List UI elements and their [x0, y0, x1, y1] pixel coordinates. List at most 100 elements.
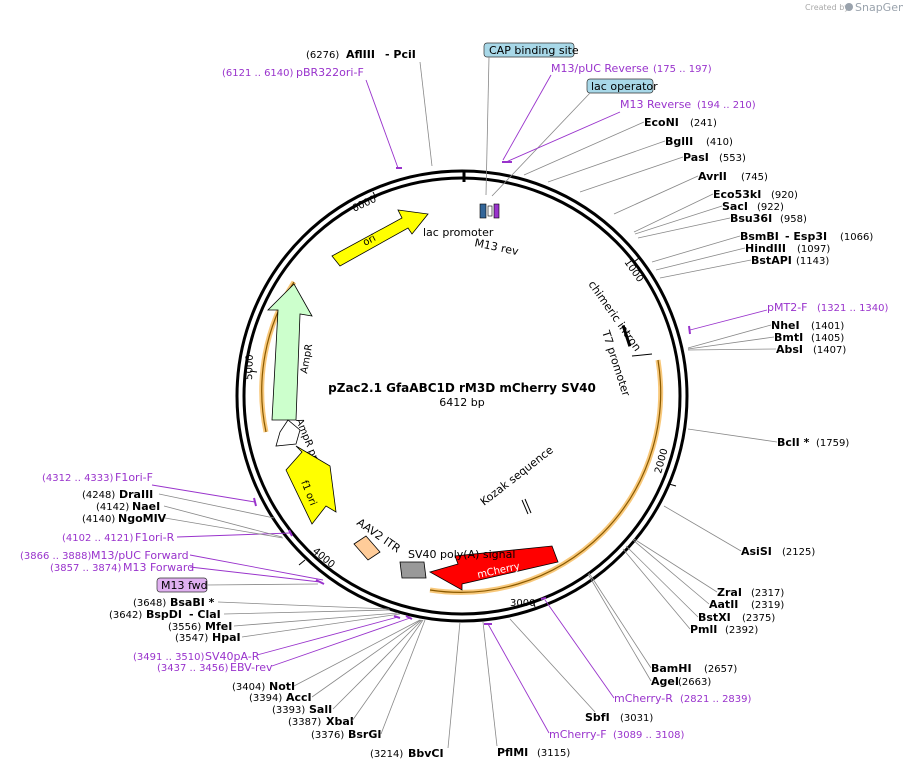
aatii-site[interactable]: AatII — [709, 598, 738, 611]
m13puc-fwd-primer[interactable]: M13/pUC Forward — [91, 549, 189, 562]
backbone-inner — [242, 176, 682, 616]
sali-site[interactable]: SalI — [309, 703, 332, 716]
m13puc-rev-primer[interactable]: M13/pUC Reverse — [551, 62, 649, 75]
eco53ki-site[interactable]: Eco53kI — [713, 188, 761, 201]
asisi-pos: (2125) — [782, 547, 815, 558]
f1ori-f-pos: (4312 .. 4333) — [42, 473, 114, 484]
bsmbi-site[interactable]: BsmBI — [740, 230, 779, 243]
bcli-pos: (1759) — [816, 438, 849, 449]
pmli-pos: (2392) — [725, 625, 758, 636]
pmt2f-primer[interactable]: pMT2-F — [767, 301, 808, 314]
mcherry-r-primer[interactable]: mCherry-R — [614, 692, 673, 705]
ngomiv-site[interactable]: NgoMIV — [118, 512, 167, 525]
scale-ticks — [249, 191, 677, 608]
absi-site[interactable]: AbsI — [776, 343, 803, 356]
agei-site[interactable]: AgeI — [651, 675, 679, 688]
ori-feature[interactable] — [331, 209, 429, 267]
bsrgi-pos: (3376) — [311, 730, 344, 741]
aav2-itr-feature[interactable] — [353, 535, 381, 561]
bstxi-site[interactable]: BstXI — [698, 611, 731, 624]
sv40-polya-feature[interactable] — [399, 561, 427, 579]
plasmid-size: 6412 bp — [439, 396, 484, 409]
bbvci-pos: (3214) — [370, 749, 403, 760]
noti-site[interactable]: NotI — [269, 680, 295, 693]
cap-binding-site-box[interactable] — [483, 42, 575, 58]
bsrgi-site[interactable]: BsrGI — [348, 728, 381, 741]
m13-rev-label: M13 rev — [473, 236, 520, 258]
econi-site[interactable]: EcoNI — [644, 116, 679, 129]
logo-prefix: Created by — [805, 3, 849, 12]
chimeric-intron-mark — [621, 324, 632, 347]
m13-reverse-primer[interactable]: M13 Reverse — [620, 98, 691, 111]
sv40pa-r-pos: (3491 .. 3510) — [133, 652, 205, 663]
bsabi-site[interactable]: BsaBI * — [170, 596, 215, 609]
f1ori-f-primer[interactable]: F1ori-F — [115, 471, 153, 484]
naei-site[interactable]: NaeI — [132, 500, 160, 513]
pcii-site[interactable]: - PciI — [385, 48, 416, 61]
ampr-promoter-feature[interactable] — [275, 419, 301, 447]
f1ori-r-pos: (4102 .. 4121) — [62, 533, 134, 544]
sv40pa-r-primer[interactable]: SV40pA-R — [205, 650, 260, 663]
pmt2f-pos: (1321 .. 1340) — [817, 303, 889, 314]
afliii-site[interactable]: AflIII — [346, 48, 375, 61]
saci-site[interactable]: SacI — [722, 200, 748, 213]
bmti-site[interactable]: BmtI — [774, 331, 803, 344]
esp3i-site[interactable]: - Esp3I — [785, 230, 827, 243]
bstapi-site[interactable]: BstAPI — [751, 254, 792, 267]
pflmi-pos: (3115) — [537, 748, 570, 759]
absi-pos: (1407) — [813, 345, 846, 356]
m13-forward-primer[interactable]: M13 Forward — [123, 561, 194, 574]
mfei-site[interactable]: MfeI — [205, 620, 232, 633]
pflmi-site[interactable]: PflMI — [497, 746, 528, 759]
agei-pos: (2663) — [678, 677, 711, 688]
ampr-label: AmpR — [299, 343, 315, 374]
ampr-feature[interactable] — [267, 283, 313, 421]
draiii-site[interactable]: DraIII — [119, 488, 153, 501]
clai-site[interactable]: - ClaI — [189, 608, 221, 621]
asisi-site[interactable]: AsiSI — [741, 545, 772, 558]
logo-brand: SnapGene — [855, 1, 903, 14]
cds-band-right-line — [429, 359, 662, 593]
pmli-site[interactable]: PmlI — [690, 623, 717, 636]
acci-site[interactable]: AccI — [286, 691, 312, 704]
hpai-site[interactable]: HpaI — [212, 631, 241, 644]
eco53ki-pos: (920) — [771, 190, 798, 201]
acci-pos: (3394) — [249, 693, 282, 704]
f1ori-r-primer[interactable]: F1ori-R — [135, 531, 175, 544]
ebv-rev-primer[interactable]: EBV-rev — [230, 661, 273, 674]
lac-promoter-label: lac promoter — [423, 226, 494, 239]
xbai-pos: (3387) — [288, 717, 321, 728]
mcherry-feature[interactable] — [428, 545, 559, 591]
bsu36i-site[interactable]: Bsu36I — [730, 212, 772, 225]
sali-pos: (3393) — [272, 705, 305, 716]
ori-label: ori — [361, 233, 378, 249]
pasi-pos: (553) — [719, 153, 746, 164]
pbr322-primer[interactable]: pBR322ori-F — [296, 66, 364, 79]
pasi-site[interactable]: PasI — [683, 151, 709, 164]
avrii-site[interactable]: AvrII — [698, 170, 727, 183]
mcherry-r-pos: (2821 .. 2839) — [680, 694, 752, 705]
xbai-site[interactable]: XbaI — [326, 715, 354, 728]
snapgene-logo: Created by SnapGene — [805, 1, 903, 14]
mcherry-f-primer[interactable]: mCherry-F — [549, 728, 607, 741]
bamhi-site[interactable]: BamHI — [651, 662, 692, 675]
hindiii-site[interactable]: HindIII — [745, 242, 786, 255]
draiii-pos: (4248) — [82, 490, 115, 501]
ebv-rev-pos: (3437 .. 3456) — [157, 663, 229, 674]
bglii-site[interactable]: BglII — [665, 135, 693, 148]
nhei-site[interactable]: NheI — [771, 319, 800, 332]
hpai-pos: (3547) — [175, 633, 208, 644]
sbfi-site[interactable]: SbfI — [585, 711, 610, 724]
bstapi-pos: (1143) — [796, 256, 829, 267]
sv40-polya-label: SV40 poly(A) signal — [408, 548, 515, 561]
bspdi-pos: (3642) — [109, 610, 142, 621]
bspdi-site[interactable]: BspDI — [146, 608, 182, 621]
bbvci-site[interactable]: BbvCI — [408, 747, 444, 760]
t7-promoter-mark — [631, 353, 653, 357]
lac-operator-box[interactable] — [586, 78, 654, 94]
f1ori-feature[interactable] — [285, 445, 337, 525]
bcli-site[interactable]: BclI * — [777, 436, 810, 449]
afliii-pos: (6276) — [306, 50, 339, 61]
zrai-site[interactable]: ZraI — [717, 586, 742, 599]
